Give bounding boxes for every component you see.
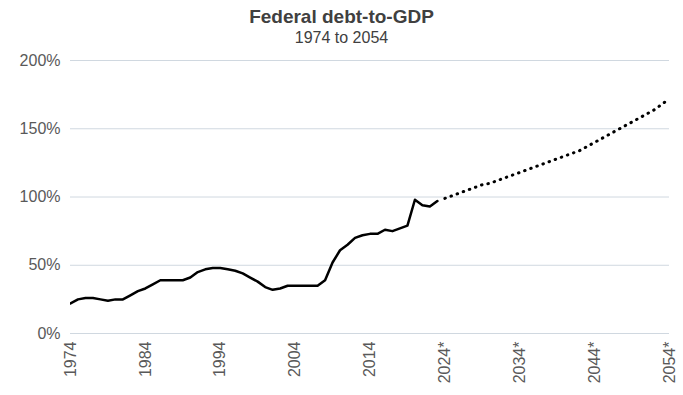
svg-text:0%: 0%	[37, 325, 60, 342]
svg-text:2054*: 2054*	[661, 342, 678, 384]
svg-text:1974: 1974	[62, 341, 79, 377]
html-text:1974 to 2054: 1974 to 2054	[294, 29, 389, 46]
svg-text:2034*: 2034*	[511, 342, 528, 384]
svg-text:2044*: 2044*	[586, 342, 603, 384]
svg-text:200%: 200%	[20, 52, 61, 69]
svg-text:2004: 2004	[286, 341, 303, 377]
svg-text:2024*: 2024*	[436, 342, 453, 384]
html-text:Federal debt-to-GDP: Federal debt-to-GDP	[249, 6, 434, 27]
svg-text:1984: 1984	[136, 341, 153, 377]
svg-text:1994: 1994	[211, 341, 228, 377]
svg-text:2014: 2014	[361, 341, 378, 377]
svg-text:50%: 50%	[28, 256, 60, 273]
svg-text:100%: 100%	[20, 188, 61, 205]
svg-text:150%: 150%	[20, 120, 61, 137]
